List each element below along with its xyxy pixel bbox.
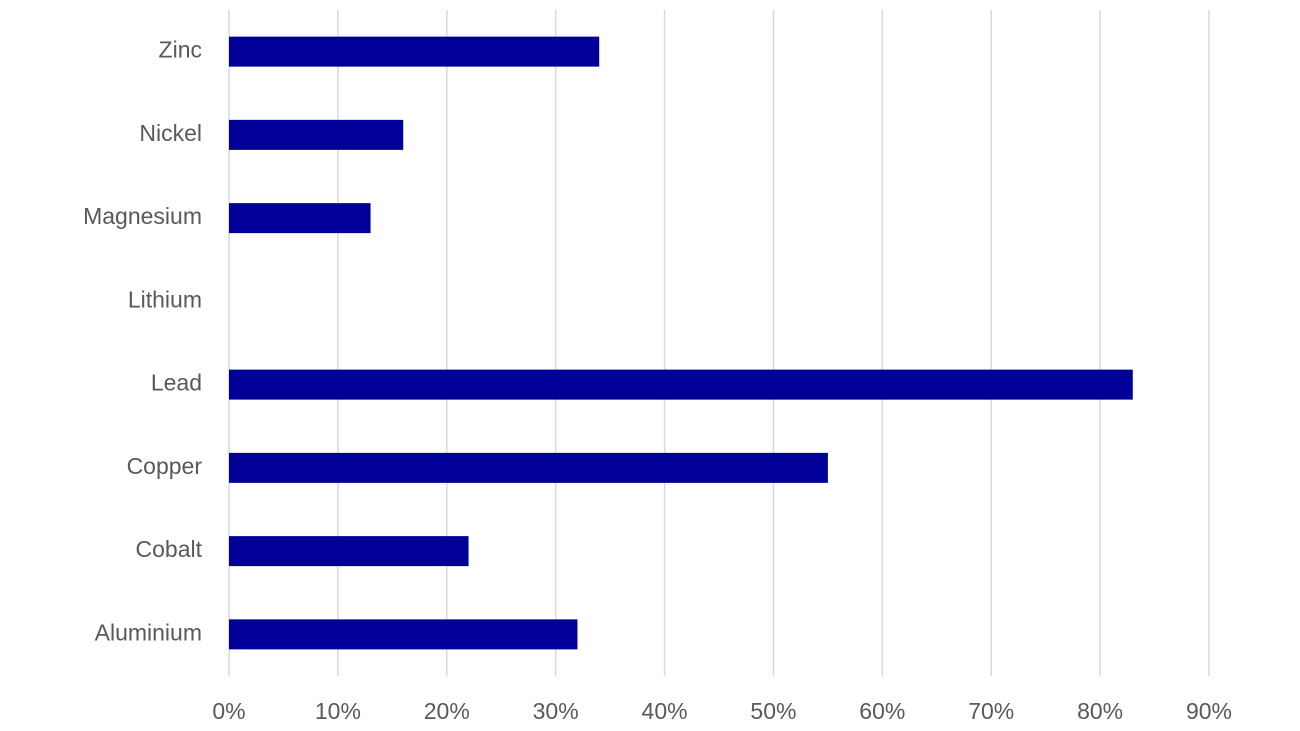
x-tick-label: 30% [533,698,579,724]
bar [229,536,469,567]
bar [229,119,404,150]
y-tick-label: Lead [151,370,202,396]
bar [229,36,600,67]
x-tick-label: 80% [1077,698,1123,724]
y-tick-label: Aluminium [95,619,202,645]
bar [229,203,371,234]
x-tick-label: 10% [315,698,361,724]
x-tick-label: 50% [750,698,796,724]
bar [229,452,828,483]
x-tick-label: 20% [424,698,470,724]
y-tick-label: Copper [127,453,203,479]
y-tick-label: Cobalt [136,536,203,562]
x-tick-label: 70% [968,698,1014,724]
x-tick-label: 0% [212,698,245,724]
y-tick-label: Nickel [139,120,202,146]
x-tick-label: 60% [859,698,905,724]
bar [229,369,1133,400]
x-tick-label: 40% [642,698,688,724]
y-tick-label: Lithium [128,286,202,312]
bar [229,619,578,650]
y-tick-label: Magnesium [83,203,202,229]
y-tick-label: Zinc [159,37,202,63]
x-tick-label: 90% [1186,698,1232,724]
